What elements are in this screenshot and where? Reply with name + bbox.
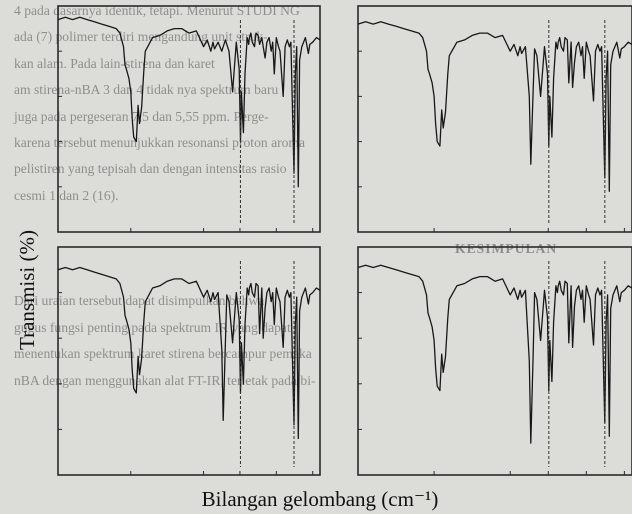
panel-frame xyxy=(357,246,632,476)
background-text-line: juga pada pergeseran 7,5 dan 5,55 ppm. P… xyxy=(14,108,269,124)
background-text-line: Dari uraian tersebut dapat disimpulkan b… xyxy=(14,293,265,309)
panel-frame xyxy=(57,5,321,233)
spectrum-line xyxy=(357,264,632,444)
spectrum-panel-1 xyxy=(57,5,321,233)
x-axis-label: Bilangan gelombang (cm⁻¹) xyxy=(201,487,439,511)
background-text-line: gugus fungsi penting pada spektrum IR ya… xyxy=(14,319,291,335)
y-axis-label: Transmisi (%) xyxy=(15,230,39,350)
background-text-line: ada (7) polimer terdiri mengandung unit … xyxy=(14,29,268,45)
background-text-line: am stirena-nBA 3 dan 4 tidak nya spektru… xyxy=(14,82,279,98)
background-text-line: menentukan spektrum karet stirena bercam… xyxy=(14,346,312,362)
spectrum-panel-3 xyxy=(57,246,321,476)
background-text-line: karena tersebut menunjukkan resonansi pr… xyxy=(14,135,306,150)
spectrum-line xyxy=(57,266,321,440)
background-text-line: cesmi 1 dan 2 (16). xyxy=(14,187,119,203)
panel-frame xyxy=(357,5,632,233)
background-text-line: KESIMPULAN xyxy=(455,240,558,256)
spectrum-line xyxy=(357,21,632,192)
panel-frame xyxy=(57,246,321,476)
background-text-line: kan alam. Pada lain-stirena dan karet xyxy=(14,55,215,71)
spectrum-panel-4 xyxy=(357,246,632,476)
background-text-line: pelistiren yang tepisah dan dengan inten… xyxy=(14,161,287,177)
spectrum-line xyxy=(57,16,321,188)
spectrum-panel-2 xyxy=(357,5,632,233)
